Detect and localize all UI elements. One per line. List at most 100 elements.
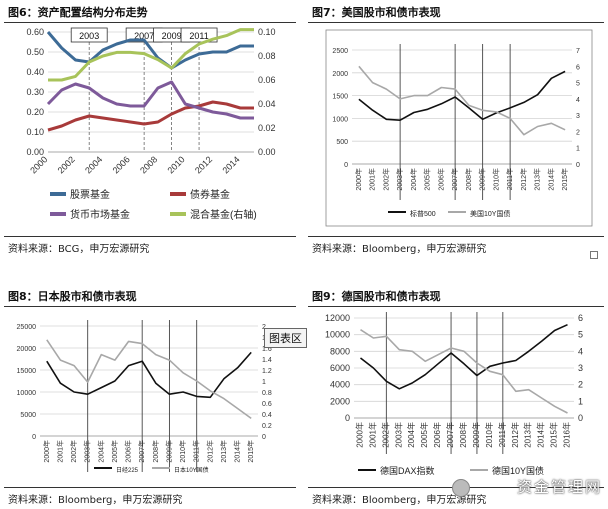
series-line (358, 70, 566, 121)
y-tick-label-right: 0.06 (258, 75, 276, 85)
x-tick-label: 2016年 (562, 422, 572, 448)
x-tick-label: 2011年 (497, 422, 507, 447)
y-tick-label-right: 0.6 (262, 401, 272, 408)
x-tick-label: 2005年 (423, 168, 432, 191)
y-tick-label-right: 1.4 (262, 357, 272, 364)
y-tick-label-left: 0.50 (26, 47, 44, 57)
y-tick-label-right: 1.2 (262, 368, 272, 375)
x-tick-label: 2014年 (536, 422, 546, 448)
x-tick-label: 2007年 (450, 168, 459, 191)
y-tick-label-right: 0.00 (258, 147, 276, 157)
series-line (47, 100, 254, 132)
x-tick-label: 2001年 (368, 168, 377, 191)
x-tick-label: 2004年 (96, 440, 105, 463)
fig7-source: 资料来源：Bloomberg，申万宏源研究 (312, 244, 487, 255)
x-tick-label: 2008 (138, 154, 159, 175)
x-tick-label: 2000年 (354, 168, 363, 191)
legend-label: 德国DAX指数 (380, 465, 435, 476)
y-tick-label-right: 4 (576, 97, 580, 104)
fig6-source-rule (4, 236, 296, 237)
x-tick-label: 2003年 (83, 440, 92, 463)
y-tick-label-left: 0.20 (26, 107, 44, 117)
legend-label: 股票基金 (70, 188, 110, 201)
annotation-label: 2011 (189, 31, 208, 41)
x-tick-label: 2013年 (533, 168, 542, 191)
x-tick-label: 2002年 (69, 440, 78, 463)
x-tick-label: 2010 (166, 154, 187, 175)
legend-label: 货币市场基金 (70, 208, 130, 221)
y-tick-label-right: 1 (578, 396, 583, 406)
series-line (46, 339, 252, 420)
y-tick-label-left: 0 (344, 162, 348, 169)
x-tick-label: 2010年 (491, 168, 500, 191)
y-tick-label-left: 15000 (17, 368, 37, 375)
y-tick-label-right: 0 (576, 162, 580, 169)
x-tick-label: 2012年 (205, 440, 214, 463)
fig6-title-rule (4, 22, 296, 23)
series-line (46, 80, 254, 120)
x-tick-label: 2007年 (137, 440, 146, 463)
y-tick-label-left: 2000 (332, 71, 348, 78)
x-tick-label: 2006年 (436, 168, 445, 191)
y-tick-label-right: 0 (262, 434, 266, 441)
y-tick-label-left: 0 (32, 434, 36, 441)
y-tick-label-right: 2 (578, 380, 583, 390)
y-tick-label-left: 4000 (330, 380, 350, 390)
x-tick-label: 2009年 (478, 168, 487, 191)
y-tick-label-right: 0 (578, 413, 583, 423)
y-tick-label-left: 2500 (332, 48, 348, 55)
y-tick-label-left: 0.60 (26, 27, 44, 37)
y-tick-label-left: 0.40 (26, 67, 44, 77)
fig6-source: 资料来源：BCG，申万宏源研究 (8, 244, 150, 255)
y-tick-label-left: 1000 (332, 116, 348, 123)
annotation-box (180, 27, 218, 43)
y-tick-label-left: 500 (336, 139, 348, 146)
x-tick-label: 2008年 (151, 440, 160, 463)
series-line (46, 351, 252, 399)
corner-marker (590, 251, 598, 259)
y-tick-label-left: 5000 (20, 412, 36, 419)
y-tick-label-right: 6 (578, 313, 583, 323)
legend-label: 日本10Y国债 (174, 466, 209, 474)
annotation-box (70, 27, 108, 43)
y-tick-label-left: 25000 (17, 324, 37, 331)
x-tick-label: 2012年 (519, 168, 528, 191)
y-tick-label-right: 3 (576, 113, 580, 120)
x-tick-label: 2002 (56, 154, 77, 175)
y-tick-label-right: 2 (262, 324, 266, 331)
x-tick-label: 2009年 (164, 440, 173, 463)
x-tick-label: 2013年 (219, 440, 228, 463)
panel-fig6: 图6：资产配置结构分布走势 0.00 0.10 0.20 0.30 0.40 0.50 0.… (0, 0, 300, 258)
chart-frame (325, 29, 593, 227)
legend-label: 标普500 (410, 209, 436, 218)
x-tick-label: 2000 (28, 154, 49, 175)
y-tick-label-right: 0.8 (262, 390, 272, 397)
x-tick-label: 2001年 (55, 440, 64, 463)
y-tick-label-right: 0.02 (258, 123, 276, 133)
y-tick-label-right: 1 (262, 379, 266, 386)
x-tick-label: 2006年 (432, 422, 442, 448)
series-line (360, 329, 568, 414)
x-tick-label: 2015年 (246, 440, 255, 463)
x-tick-label: 2005年 (419, 422, 429, 448)
fig6-chart: 0.00 0.10 0.20 0.30 0.40 0.50 0.60 0.00 0.02 0.04… (0, 24, 294, 221)
y-tick-label-left: 0.00 (26, 147, 44, 157)
x-tick-label: 2002年 (381, 168, 390, 191)
y-tick-label-right: 0.08 (258, 51, 276, 61)
chart-area-tooltip: 图表区 (264, 328, 307, 348)
y-tick-label-right: 1 (576, 146, 580, 153)
x-tick-label: 2010年 (484, 422, 494, 448)
y-tick-label-left: 0.10 (26, 127, 44, 137)
x-tick-label: 2009年 (471, 422, 481, 448)
y-tick-label-right: 0.10 (258, 27, 276, 37)
x-tick-label: 2000年 (354, 422, 364, 448)
y-tick-label-right: 5 (578, 330, 583, 340)
y-tick-label-left: 10000 (17, 390, 37, 397)
x-tick-label: 2004年 (409, 168, 418, 191)
x-tick-label: 2002年 (380, 422, 390, 448)
y-tick-label-left: 2000 (330, 396, 350, 406)
fig8-title-rule (4, 306, 296, 307)
x-tick-label: 2005年 (110, 440, 119, 463)
x-tick-label: 2011年 (505, 168, 514, 190)
